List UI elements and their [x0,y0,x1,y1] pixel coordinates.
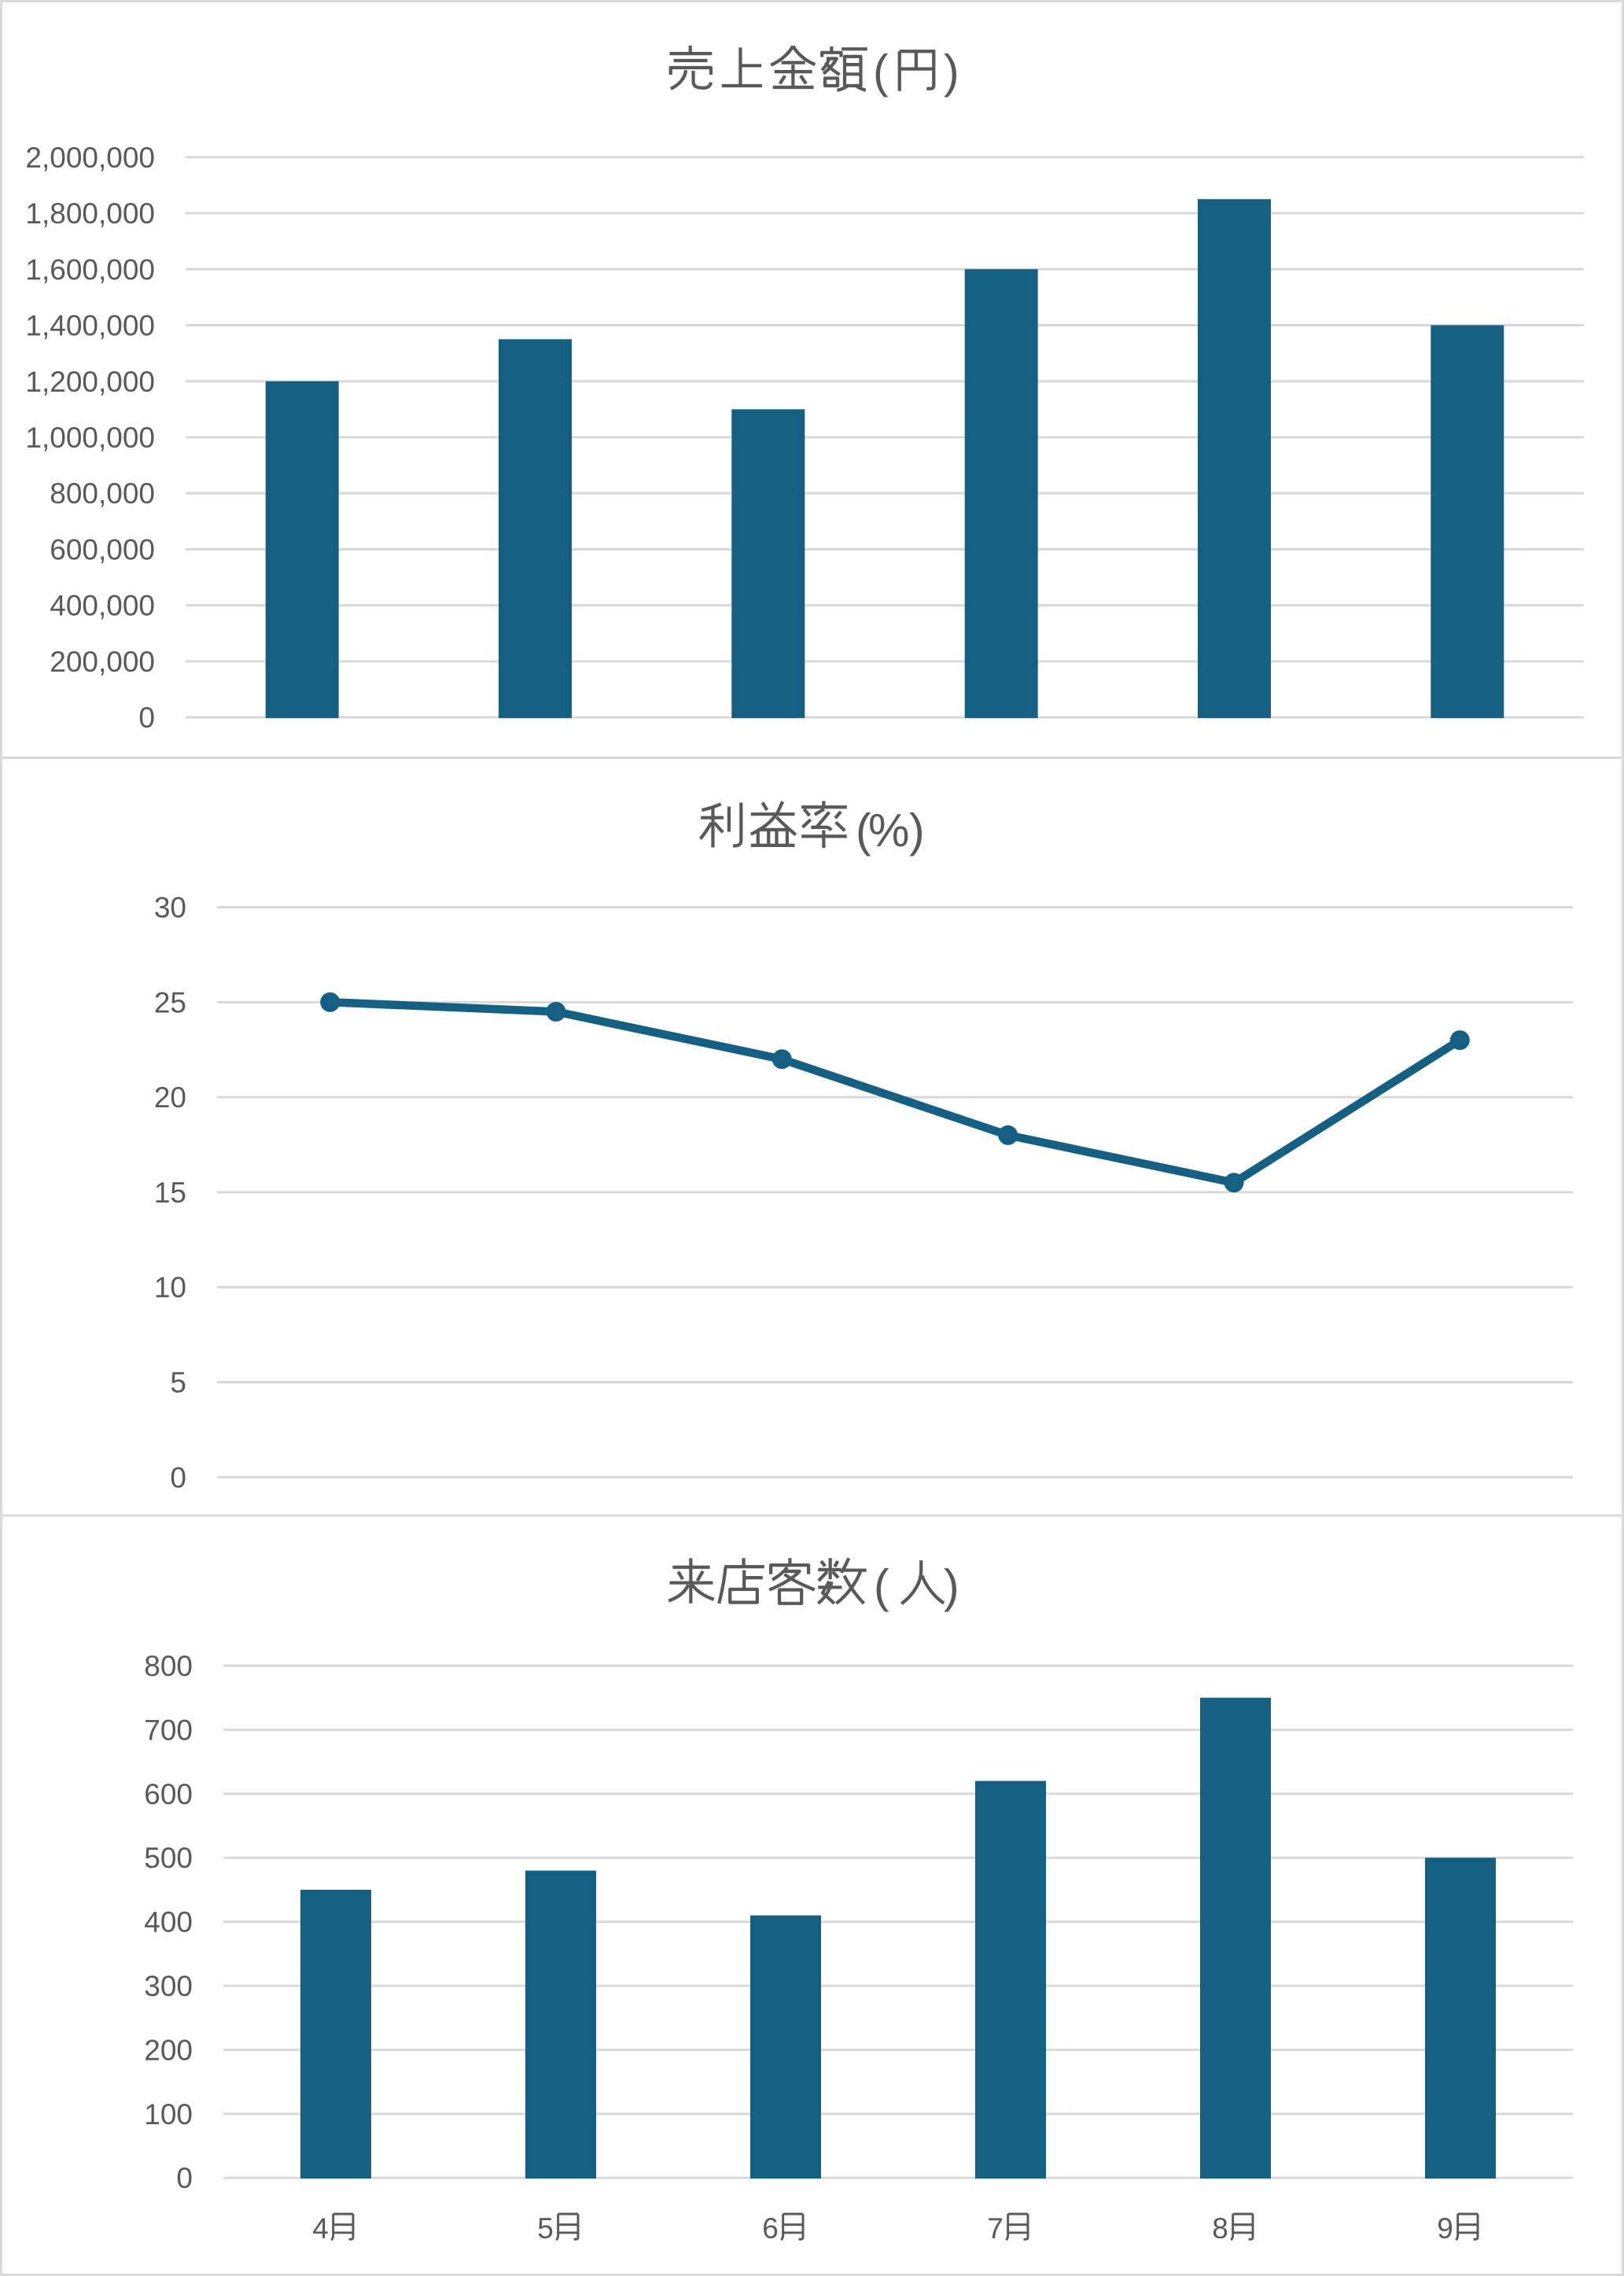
svg-text:25: 25 [154,986,186,1018]
svg-text:500: 500 [144,1842,193,1874]
svg-text:300: 300 [144,1970,193,2002]
svg-text:5: 5 [537,2212,554,2245]
svg-text:600: 600 [144,1778,193,1810]
svg-text:400: 400 [144,1906,193,1939]
svg-text:30: 30 [154,892,186,924]
svg-text:(: ( [874,1560,889,1612]
svg-text:): ) [944,1560,959,1612]
svg-text:200,000: 200,000 [50,646,155,678]
svg-text:800,000: 800,000 [50,477,155,510]
svg-text:200: 200 [144,2034,193,2066]
svg-text:9: 9 [1437,2212,1453,2245]
svg-text:1,200,000: 1,200,000 [25,366,155,398]
svg-text:400,000: 400,000 [50,590,155,622]
svg-text:6: 6 [762,2212,779,2245]
svg-text:20: 20 [154,1081,186,1114]
svg-text:2,000,000: 2,000,000 [25,142,155,174]
svg-text:100: 100 [144,2098,193,2131]
svg-text:5: 5 [170,1367,186,1399]
svg-text:1,800,000: 1,800,000 [25,197,155,230]
svg-text:8: 8 [1212,2212,1228,2245]
svg-text:(: ( [856,805,871,856]
svg-text:800: 800 [144,1650,193,1682]
svg-text:600,000: 600,000 [50,534,155,566]
svg-text:%: % [868,805,909,856]
svg-text:): ) [909,805,925,856]
svg-text:10: 10 [154,1272,186,1304]
svg-text:15: 15 [154,1177,186,1209]
svg-text:4: 4 [312,2212,329,2245]
svg-text:): ) [944,46,959,98]
svg-text:1,400,000: 1,400,000 [25,310,155,342]
svg-text:1,600,000: 1,600,000 [25,253,155,285]
svg-text:700: 700 [144,1714,193,1746]
svg-text:0: 0 [176,2162,193,2194]
svg-text:0: 0 [138,702,155,734]
svg-text:7: 7 [987,2212,1003,2245]
svg-text:(: ( [873,46,889,98]
svg-text:0: 0 [170,1461,186,1493]
svg-text:1,000,000: 1,000,000 [25,422,155,454]
